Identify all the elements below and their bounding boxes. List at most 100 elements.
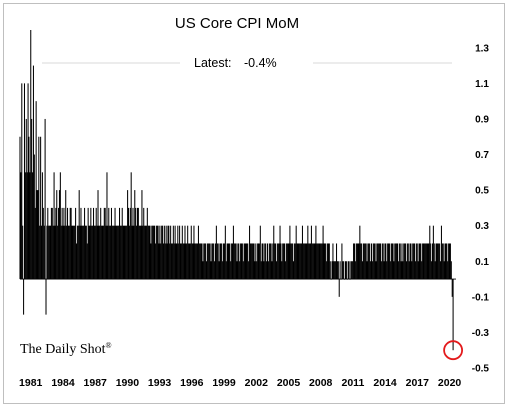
bar: [392, 243, 394, 280]
bar: [385, 243, 387, 280]
bar: [77, 225, 79, 280]
bar: [336, 261, 338, 280]
bar: [50, 207, 52, 280]
bar: [93, 225, 95, 280]
bar: [37, 190, 39, 280]
bar: [432, 225, 434, 280]
bar: [249, 243, 251, 280]
bar: [169, 243, 171, 280]
bar: [160, 243, 162, 280]
bar: [127, 190, 129, 280]
bar: [198, 243, 200, 280]
bar: [119, 207, 121, 280]
bar: [338, 279, 340, 297]
y-axis-ticks: 1.3 1.1 0.9 0.7 0.5 0.3 0.1 -0.1 -0.3 -0.5: [472, 43, 490, 374]
bar: [218, 261, 220, 280]
bar: [192, 243, 194, 280]
bar: [379, 243, 381, 280]
bar: [329, 261, 331, 280]
bar: [214, 261, 216, 280]
bar: [39, 225, 41, 280]
x-tick-label: 1987: [84, 377, 108, 389]
x-tick-label: 1990: [116, 377, 140, 389]
bar: [199, 243, 201, 280]
bar: [301, 225, 303, 280]
bar: [327, 243, 329, 280]
bar: [159, 225, 161, 280]
bar: [105, 225, 107, 280]
bar: [379, 243, 381, 280]
bar: [121, 207, 123, 280]
bar: [254, 261, 256, 280]
bar: [32, 172, 34, 280]
bar: [319, 243, 321, 280]
y-tick-label: 0.5: [475, 186, 489, 197]
bar: [414, 261, 416, 280]
bar: [71, 225, 73, 280]
brand-name: The Daily Shot: [20, 342, 106, 357]
bar: [402, 261, 404, 280]
bar: [365, 243, 367, 280]
bar: [371, 261, 373, 280]
bar: [355, 243, 357, 280]
bar: [350, 261, 352, 280]
bar: [275, 261, 277, 280]
bar: [344, 261, 347, 280]
bar: [102, 225, 104, 280]
bar: [427, 243, 429, 280]
bar: [405, 261, 407, 280]
bar: [252, 243, 254, 280]
bar: [437, 243, 439, 280]
bar: [403, 243, 405, 280]
bar: [130, 172, 132, 280]
bar: [201, 243, 203, 280]
bar: [91, 225, 93, 280]
bar: [225, 261, 227, 280]
bar: [412, 243, 414, 280]
bar: [303, 243, 305, 280]
bar: [85, 225, 87, 280]
bar: [267, 261, 269, 280]
bar: [188, 243, 190, 280]
bar: [449, 243, 451, 280]
bar: [70, 207, 72, 280]
bar: [176, 243, 178, 280]
latest-highlight-circle: [443, 340, 464, 361]
bar: [398, 243, 400, 280]
bar: [200, 243, 202, 280]
bar: [286, 243, 288, 280]
bar: [153, 225, 156, 280]
bar: [337, 261, 339, 280]
bar: [373, 243, 375, 280]
bar: [272, 243, 274, 280]
bar: [166, 243, 168, 280]
bar: [434, 261, 436, 280]
bar: [413, 243, 415, 280]
bar: [308, 243, 310, 280]
bar: [372, 243, 374, 280]
bar: [296, 243, 298, 280]
bar: [314, 243, 316, 280]
bar: [108, 207, 110, 280]
bar: [395, 243, 397, 280]
bar: [333, 261, 335, 280]
x-tick-label: 1999: [212, 377, 236, 389]
bar: [178, 243, 180, 280]
bar: [143, 207, 145, 280]
bar: [381, 243, 383, 280]
bar: [306, 243, 308, 280]
y-tick-label: 0.7: [475, 150, 489, 161]
bar: [193, 225, 195, 280]
bar: [239, 261, 241, 280]
bar: [191, 243, 193, 280]
bar: [206, 261, 208, 280]
bar: [171, 243, 173, 280]
bar: [362, 261, 364, 280]
bar: [23, 83, 25, 280]
bar: [40, 136, 42, 280]
bar: [289, 225, 291, 280]
bar: [23, 279, 25, 315]
bar: [223, 243, 225, 280]
bar: [52, 225, 54, 280]
bar: [367, 243, 369, 280]
